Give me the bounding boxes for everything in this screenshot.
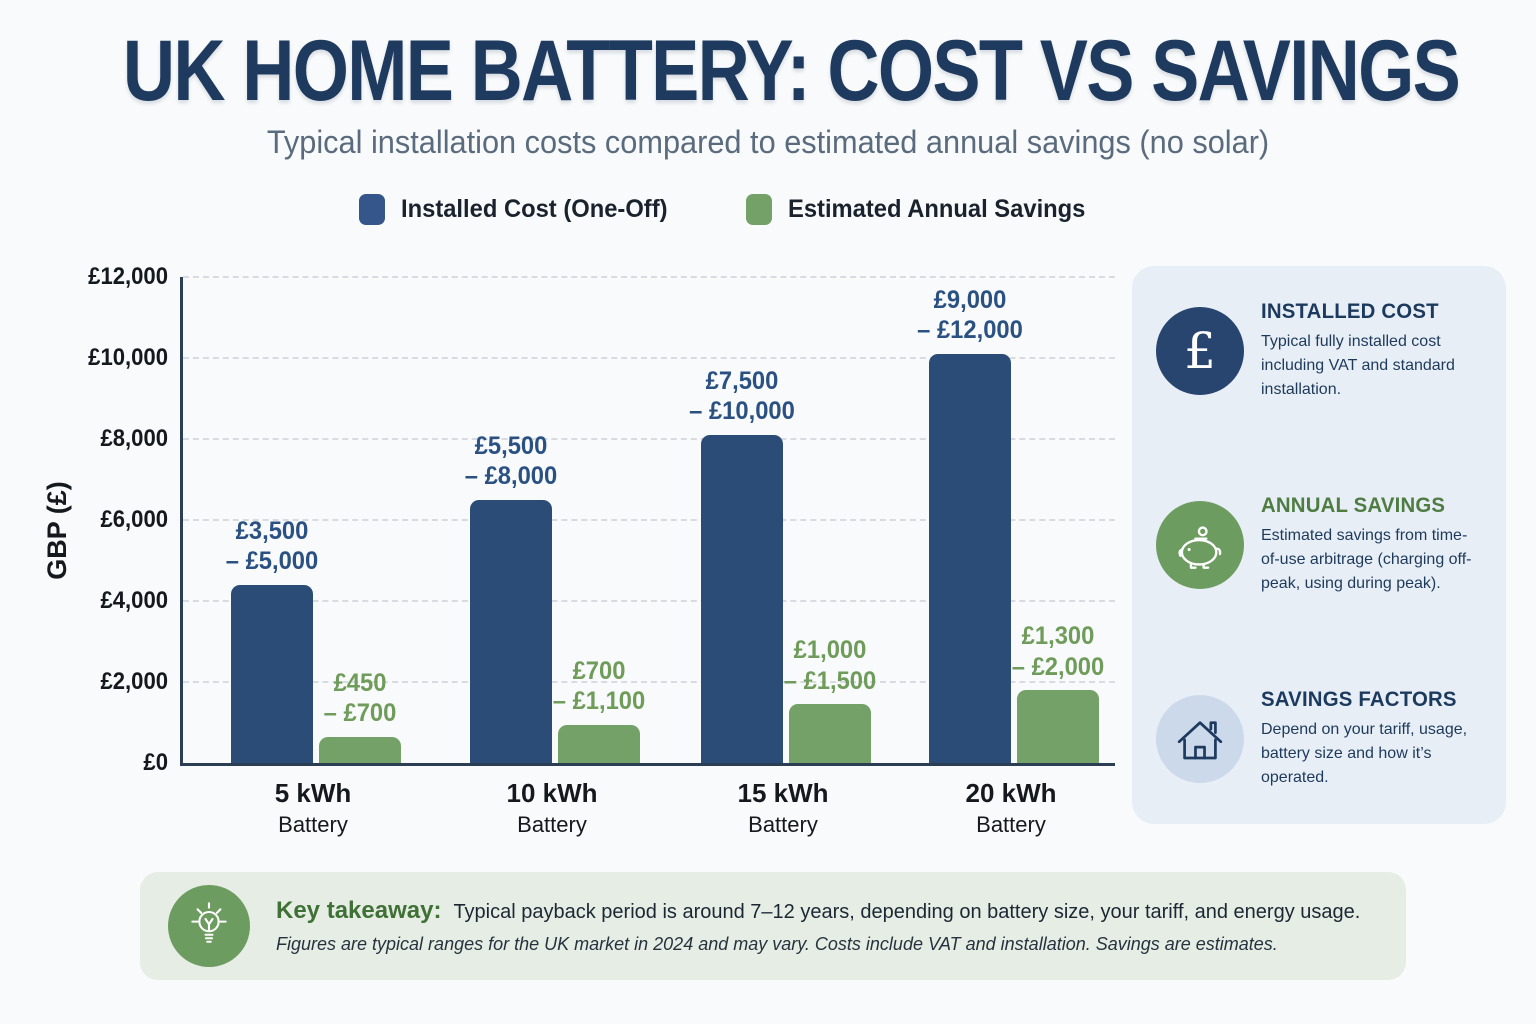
cost-swatch-icon	[359, 194, 386, 225]
legend-label: Installed Cost (One-Off)	[401, 195, 668, 223]
x-category-label: 5 kWh Battery	[274, 778, 352, 837]
savings-range-label: £700– £1,100	[552, 656, 646, 716]
y-tick-label: £2,000	[100, 668, 168, 695]
pound-icon: £	[1156, 307, 1244, 395]
takeaway-panel: Key takeaway: Typical payback period is a…	[140, 872, 1406, 980]
y-tick-label: £12,000	[88, 263, 168, 290]
savings-range-label: £450– £700	[323, 668, 397, 728]
info-text: Typical fully installed cost including V…	[1261, 333, 1455, 398]
y-tick-label: £4,000	[100, 587, 168, 614]
info-item-annual-savings: ANNUAL SAVINGS Estimated savings from ti…	[1156, 494, 1482, 596]
x-category-label: 15 kWh Battery	[737, 778, 829, 837]
gridline	[183, 519, 1115, 521]
y-tick-label: £10,000	[88, 344, 168, 371]
page-title: UK HOME BATTERY: COST VS SAVINGS	[122, 23, 1461, 119]
bar-installed-cost	[231, 584, 313, 763]
info-item-savings-factors: SAVINGS FACTORS Depend on your tariff, u…	[1156, 688, 1482, 790]
lightbulb-icon	[168, 885, 250, 967]
y-tick-label: £8,000	[100, 425, 168, 452]
page-subtitle: Typical installation costs compared to e…	[266, 124, 1270, 160]
info-text: Estimated savings from time-of-use arbit…	[1261, 527, 1472, 592]
info-panel: £ INSTALLED COST Typical fully installed…	[1132, 266, 1506, 824]
info-title: INSTALLED COST	[1261, 300, 1439, 323]
legend-item-cost: Installed Cost (One-Off)	[359, 194, 682, 225]
gridline	[183, 357, 1115, 359]
y-tick-label: £0	[143, 749, 168, 776]
bar-annual-savings	[1017, 690, 1099, 763]
cost-range-label: £9,000– £12,000	[917, 285, 1023, 345]
info-text: Depend on your tariff, usage, battery si…	[1261, 721, 1468, 786]
bar-chart-plot-area: £3,500– £5,000 £450– £700 £5,500– £8,000 £7…	[180, 276, 1115, 766]
gridline	[183, 438, 1115, 440]
x-category-label: 10 kWh Battery	[506, 778, 598, 837]
house-icon	[1156, 695, 1244, 783]
bar-installed-cost	[929, 353, 1011, 763]
takeaway-heading: Key takeaway:	[276, 897, 442, 924]
bar-annual-savings	[319, 736, 401, 763]
savings-range-label: £1,300– £2,000	[1011, 622, 1105, 681]
gridline	[183, 276, 1115, 278]
gridline	[183, 681, 1115, 683]
legend: Installed Cost (One-Off) Estimated Annua…	[0, 194, 1460, 225]
y-tick-label: £6,000	[100, 506, 168, 533]
info-title: ANNUAL SAVINGS	[1261, 494, 1446, 517]
gridline	[183, 600, 1115, 602]
legend-item-savings: Estimated Annual Savings	[745, 194, 1101, 225]
bar-annual-savings	[558, 724, 640, 763]
cost-range-label: £5,500– £8,000	[464, 431, 558, 491]
savings-swatch-icon	[745, 194, 772, 225]
legend-label: Estimated Annual Savings	[787, 195, 1086, 223]
savings-range-label: £1,000– £1,500	[783, 636, 877, 695]
x-category-label: 20 kWh Battery	[965, 778, 1057, 837]
cost-range-label: £7,500– £10,000	[689, 366, 795, 426]
cost-range-label: £3,500– £5,000	[225, 516, 319, 576]
bar-installed-cost	[701, 434, 783, 763]
piggy-bank-icon	[1156, 501, 1244, 589]
info-title: SAVINGS FACTORS	[1261, 688, 1457, 711]
bar-installed-cost	[470, 499, 552, 763]
info-item-installed-cost: £ INSTALLED COST Typical fully installed…	[1156, 300, 1482, 402]
takeaway-text: Typical payback period is around 7–12 ye…	[453, 901, 1361, 923]
takeaway-footnote: Figures are typical ranges for the UK ma…	[276, 934, 1278, 954]
bar-annual-savings	[789, 704, 871, 763]
